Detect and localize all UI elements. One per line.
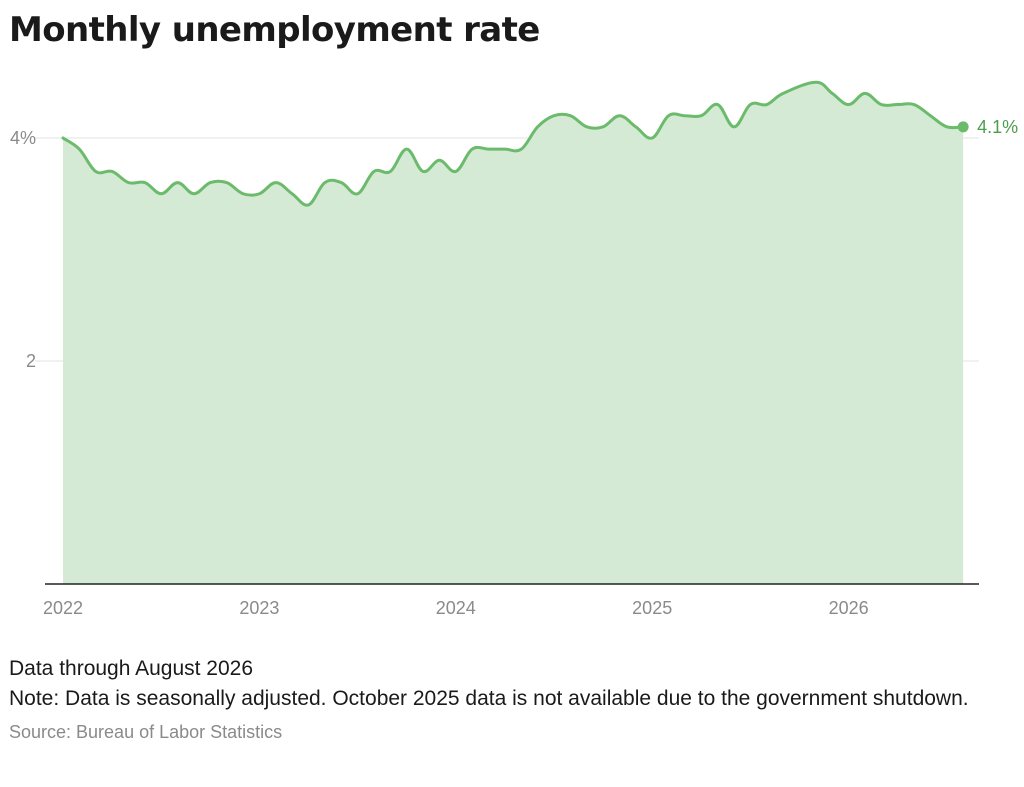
x-tick-label: 2022 [43,598,83,618]
x-tick-label: 2023 [239,598,279,618]
unemployment-line [61,80,965,207]
end-value-label: 4.1% [977,117,1018,137]
y-tick-labels: 2 4% [10,128,36,371]
note-text: Note: Data is seasonally adjusted. Octob… [9,687,969,710]
x-tick-label: 2025 [632,598,672,618]
y-tick-label: 4% [10,128,36,148]
x-tick-label: 2024 [436,598,476,618]
end-point-dot [957,121,969,133]
area-fill [63,82,964,584]
y-tick-label: 2 [26,351,36,371]
area-chart: 2 4% 2022 2023 2024 2025 2026 4.1% [10,80,1018,618]
source-text: Source: Bureau of Labor Statistics [9,722,283,742]
chart-title: Monthly unemployment rate [9,10,540,50]
x-tick-labels: 2022 2023 2024 2025 2026 [43,598,869,618]
area-fill-shape [63,82,964,584]
end-marker: 4.1% [957,117,1018,137]
data-through-text: Data through August 2026 [9,657,254,680]
series-line [61,80,965,207]
chart-footer: Data through August 2026 Note: Data is s… [9,654,999,744]
x-tick-label: 2026 [829,598,869,618]
